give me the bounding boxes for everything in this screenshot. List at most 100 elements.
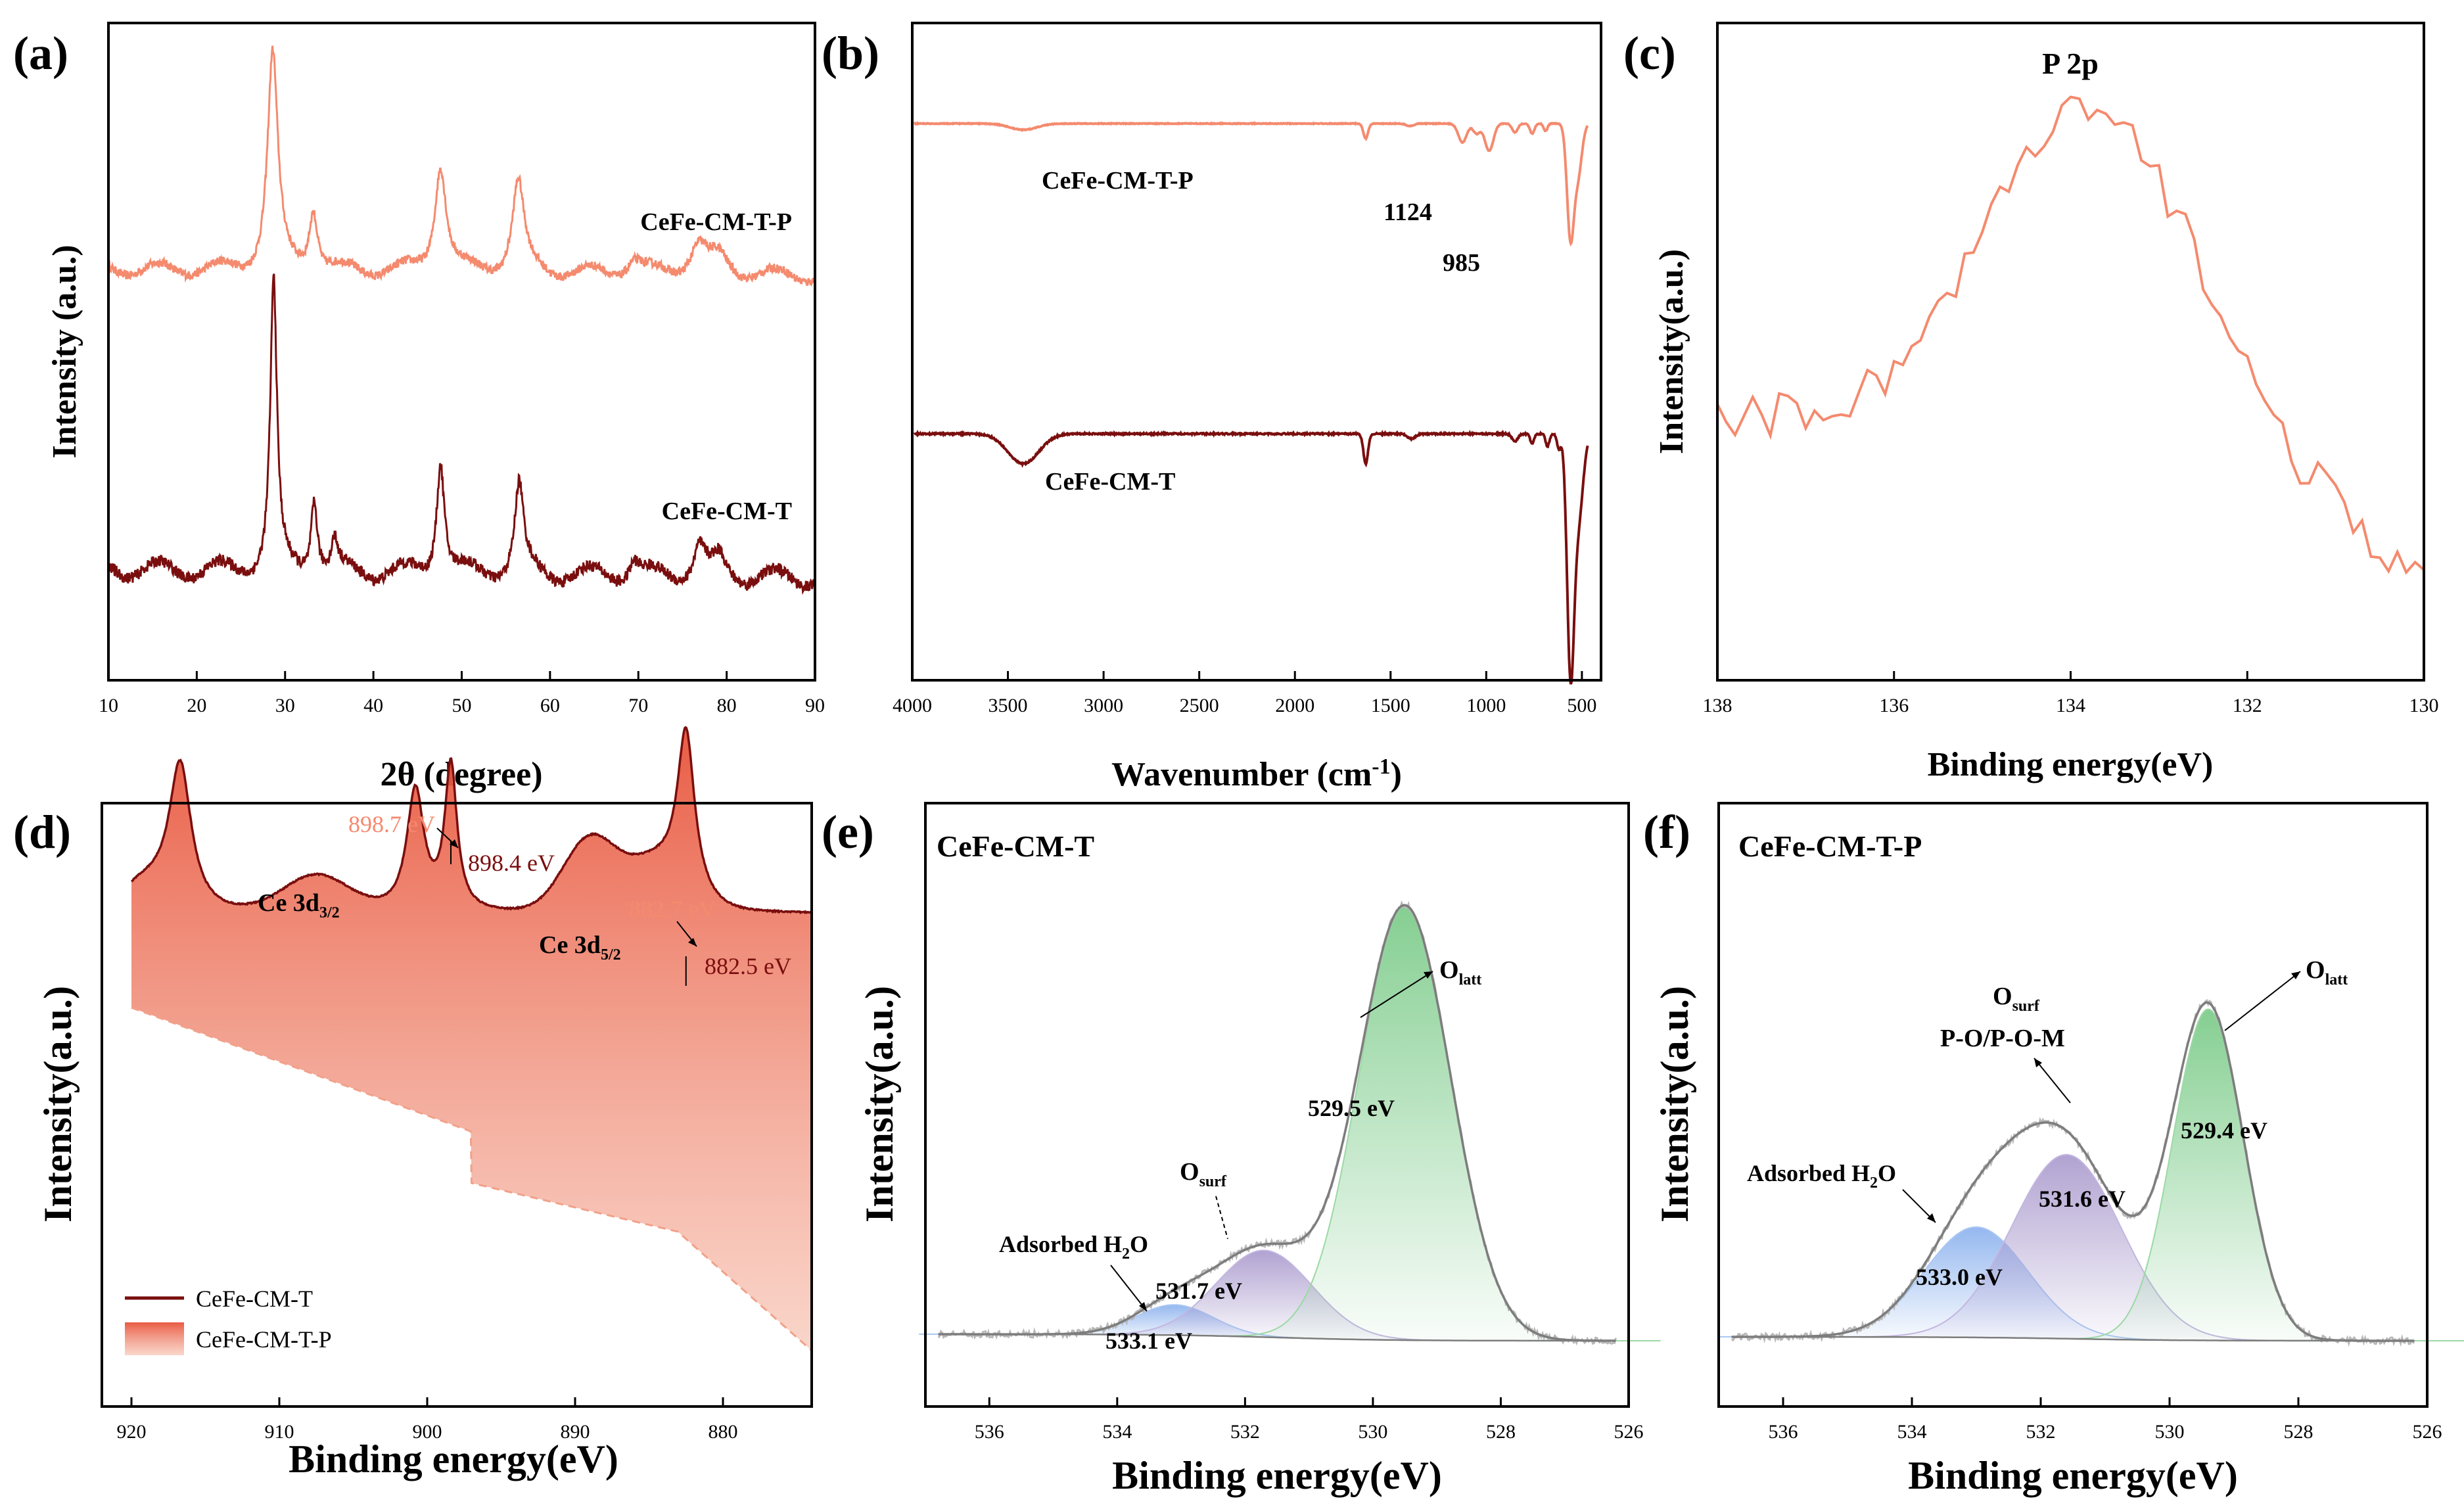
panel-d-ylabel: Intensity(a.u.): [36, 986, 80, 1222]
x-tick-label: 70: [628, 695, 648, 716]
panel-d-plot: [130, 726, 812, 1352]
panel-b-annot-1124: 1124: [1383, 198, 1432, 226]
panel-f-osurf-line2: P-O/P-O-M: [1940, 1025, 2065, 1052]
x-tick-label: 920: [117, 1421, 147, 1443]
panel-d-xlabel: Binding energy(eV): [289, 1437, 618, 1481]
panel-f-ticks: 536 534 532 530 528 526: [1769, 1397, 2442, 1443]
panel-a-plot: [107, 45, 816, 595]
panel-e-frame: [924, 802, 1630, 1408]
panel-d: (d) 920 910 900 890 880 Binding energy(eV) I…: [13, 726, 813, 1481]
panel-c-xlabel: Binding energy(eV): [1928, 746, 2214, 783]
panel-d-annot-898-7: 898.7 eV: [348, 811, 435, 837]
panel-a-ylabel: Intensity (a.u.): [46, 244, 83, 458]
o1s-baseline: [1731, 1336, 2415, 1342]
x-tick-label: 90: [805, 695, 825, 716]
panel-a: (a) 10 20 30 40 50 60 70 80 90 2θ (degree) Inten…: [13, 22, 825, 793]
panel-b-label: (b): [822, 27, 879, 80]
x-tick-label: 2000: [1275, 695, 1314, 716]
x-tick-label: 530: [1358, 1421, 1387, 1443]
x-tick-label: 536: [975, 1421, 1004, 1443]
x-tick-label: 50: [452, 695, 472, 716]
panel-a-legend-2: CeFe-CM-T: [662, 498, 792, 525]
x-tick-label: 20: [187, 695, 206, 716]
panel-d-annot-882-5: 882.5 eV: [705, 953, 791, 979]
x-tick-label: 880: [709, 1421, 738, 1443]
x-tick-label: 30: [275, 695, 295, 716]
o1s-baseline: [938, 1333, 1616, 1342]
panel-a-legend-1: CeFe-CM-T-P: [640, 208, 792, 236]
panel-f-plot: [1719, 998, 2464, 1347]
ce3d-baseline: [131, 1006, 812, 1352]
panel-f-frame: [1717, 802, 2429, 1408]
x-tick-label: 2500: [1180, 695, 1219, 716]
x-tick-label: 910: [265, 1421, 294, 1443]
panel-c-label: (c): [1623, 27, 1676, 80]
ce3d-fill-CeFe-CM-T-P: [131, 727, 812, 1351]
x-tick-label: 134: [2056, 695, 2085, 716]
panel-f-arrow-olatt: [2224, 971, 2301, 1031]
panel-d-arrowhead-1: [450, 839, 458, 848]
panel-e-h2o-ev: 533.1 eV: [1105, 1328, 1192, 1354]
panel-c-ylabel: Intensity(a.u.): [1653, 249, 1690, 454]
panel-e-label: (e): [822, 806, 874, 858]
x-tick-label: 1000: [1466, 695, 1506, 716]
panel-f-olatt-label: Olatt: [2306, 956, 2348, 988]
x-tick-label: 130: [2409, 695, 2439, 716]
x-tick-label: 80: [717, 695, 737, 716]
panel-e-ylabel: Intensity(a.u.): [858, 986, 901, 1222]
panel-e-arrow-h2o: [1110, 1265, 1148, 1312]
x-tick-label: 60: [540, 695, 560, 716]
x-tick-label: 138: [1703, 695, 1732, 716]
panel-a-xlabel: 2θ (degree): [380, 756, 542, 793]
xrd-line-CeFe-CM-T-P: [107, 45, 816, 287]
panel-b-annot-985: 985: [1443, 249, 1480, 277]
panel-d-label: (d): [13, 806, 71, 858]
x-tick-label: 132: [2233, 695, 2262, 716]
panel-e-osurf-ev: 531.7 eV: [1155, 1278, 1242, 1304]
panel-f-arrowhead-h2o: [1927, 1213, 1936, 1222]
x-tick-label: 532: [1230, 1421, 1260, 1443]
ftir-line-CeFe-CM-T: [913, 429, 1589, 685]
panel-e-osurf-label: Osurf: [1180, 1158, 1227, 1190]
panel-f-arrow-osurf: [2034, 1058, 2071, 1104]
panel-d-annot-898-4: 898.4 eV: [468, 850, 555, 876]
panel-f-h2o-ev: 533.0 eV: [1916, 1264, 2003, 1290]
x-tick-label: 3500: [988, 695, 1028, 716]
panel-b-xlabel: Wavenumber (cm-1): [1111, 755, 1402, 793]
x-tick-label: 3000: [1084, 695, 1123, 716]
panel-b: (b) 4000 3500 3000 2500 2000 1500 1000 500 Wave…: [822, 22, 1602, 793]
panel-e-olatt-ev: 529.5 eV: [1308, 1095, 1395, 1121]
panel-f-xlabel: Binding energy(eV): [1908, 1454, 2238, 1497]
panel-d-frame: [101, 802, 813, 1408]
panel-f-olatt-ev: 529.4 eV: [2181, 1117, 2267, 1144]
panel-d-legend-2: CeFe-CM-T-P: [196, 1326, 332, 1353]
panel-e-plot: [919, 900, 1661, 1346]
panel-f-osurf-label: Osurf: [1993, 983, 2040, 1015]
x-tick-label: 526: [2413, 1421, 2442, 1443]
panel-d-arrowhead-2: [688, 938, 697, 946]
panel-c-frame: [1716, 22, 2425, 682]
x-tick-label: 40: [363, 695, 383, 716]
x-tick-label: 530: [2155, 1421, 2185, 1443]
panel-f-title: CeFe-CM-T-P: [1738, 829, 1922, 863]
x-tick-label: 136: [1879, 695, 1909, 716]
x-tick-label: 532: [2026, 1421, 2056, 1443]
p2p-line: [1716, 95, 2425, 575]
xrd-line-CeFe-CM-T: [107, 273, 816, 595]
x-tick-label: 10: [99, 695, 118, 716]
panel-e-h2o-label: Adsorbed H2O: [999, 1231, 1148, 1263]
panel-b-ticks: 4000 3500 3000 2500 2000 1500 1000 500: [893, 671, 1596, 716]
panel-a-label: (a): [13, 27, 68, 80]
x-tick-label: 534: [1102, 1421, 1132, 1443]
panel-e-arrow-osurf: [1215, 1196, 1228, 1240]
panel-d-legend-swatch: [125, 1322, 184, 1355]
panel-f-arrowhead-olatt: [2291, 971, 2300, 979]
x-tick-label: 536: [1769, 1421, 1798, 1443]
panel-d-legend-1: CeFe-CM-T: [196, 1286, 313, 1312]
panel-e-arrowhead-olatt: [1424, 971, 1433, 979]
panel-e-arrow-olatt: [1360, 971, 1433, 1018]
x-tick-label: 890: [561, 1421, 590, 1443]
x-tick-label: 534: [1897, 1421, 1927, 1443]
o1s-envelope-line: [1731, 1001, 2415, 1342]
